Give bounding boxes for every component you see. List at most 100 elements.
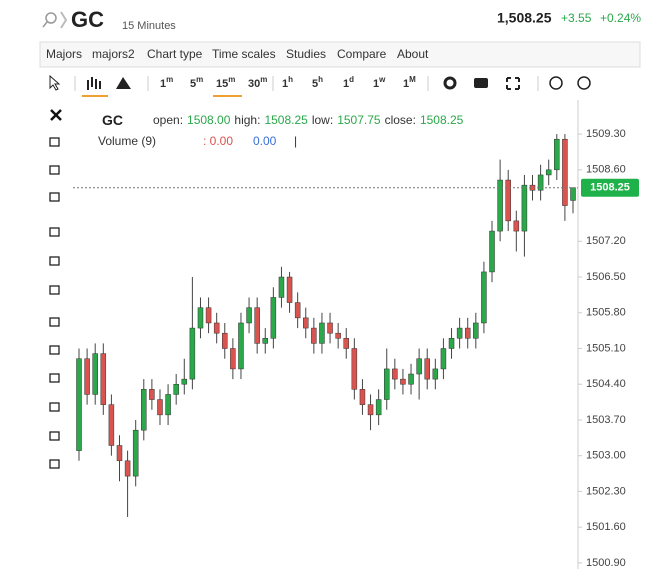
- menu-item[interactable]: About: [397, 47, 429, 61]
- upload-icon: [577, 76, 591, 90]
- candle-body: [254, 307, 260, 344]
- menu-item[interactable]: majors2: [92, 47, 135, 61]
- candle-body: [181, 378, 188, 385]
- interval-unit: d: [349, 75, 354, 84]
- y-tick-label: 1502.30: [586, 485, 626, 497]
- candle-body: [116, 445, 123, 462]
- change: +3.55: [561, 11, 592, 25]
- candle-body: [554, 138, 560, 171]
- candle-body: [416, 358, 422, 375]
- tool-icon[interactable]: [49, 402, 60, 412]
- y-tick-label: 1505.80: [586, 307, 626, 319]
- candle-body: [367, 404, 374, 416]
- candle-body: [84, 358, 90, 395]
- mountain-icon: [116, 77, 131, 89]
- interval-button[interactable]: 15m: [216, 75, 235, 90]
- last-price-label: 1508.25: [590, 182, 630, 194]
- tool-icon[interactable]: [49, 459, 60, 469]
- legend-open-label: open:: [153, 113, 183, 127]
- candle-body: [319, 322, 325, 344]
- menu-item[interactable]: Studies: [286, 47, 326, 61]
- interval-button[interactable]: 1d: [343, 75, 354, 90]
- candle-body: [213, 322, 220, 334]
- legend-low-label: low:: [312, 113, 333, 127]
- legend-close: 1508.25: [420, 113, 464, 127]
- volume-b: 0.00: [253, 134, 277, 148]
- candle-body: [448, 338, 455, 349]
- tool-icon[interactable]: [50, 109, 62, 121]
- candle-body: [351, 348, 358, 390]
- chevron: [60, 11, 68, 29]
- candle-body: [473, 322, 479, 339]
- legend: GC open: 1508.00 high: 1508.25 low: 1507.75 clo…: [102, 112, 464, 128]
- interval-unit: m: [260, 75, 267, 84]
- candle-body: [392, 368, 398, 380]
- candle-body: [562, 138, 568, 206]
- interval-button[interactable]: 1h: [282, 75, 293, 90]
- tool-icon[interactable]: [49, 345, 60, 355]
- candle-body: [545, 169, 552, 176]
- y-tick-label: 1503.70: [586, 414, 626, 426]
- menu-item[interactable]: Majors: [46, 47, 82, 61]
- symbol: GC: [71, 7, 104, 32]
- candle-body: [189, 327, 196, 380]
- tool-icon[interactable]: [49, 192, 60, 202]
- interval-unit: M: [409, 75, 416, 84]
- cursor-icon: [49, 74, 61, 91]
- price: 1,508.25: [497, 10, 552, 26]
- interval-unit: m: [196, 75, 203, 84]
- interval-button[interactable]: 1M: [403, 75, 416, 90]
- candle-body: [238, 322, 244, 370]
- menu-bar: [39, 41, 641, 68]
- tool-icon[interactable]: [49, 137, 60, 147]
- fullscreen-icon: [506, 77, 520, 90]
- candle-body: [262, 338, 269, 344]
- candle-body: [311, 327, 317, 344]
- menu-item[interactable]: Time scales: [212, 47, 276, 61]
- tool-icon[interactable]: [49, 373, 60, 383]
- tool-icon[interactable]: [49, 317, 60, 327]
- tool-icon[interactable]: [49, 285, 60, 295]
- download-icon: [549, 76, 563, 90]
- menu-item[interactable]: Compare: [337, 47, 387, 61]
- candle-body: [497, 179, 503, 232]
- ohlc-icon: [87, 77, 101, 90]
- candle-body: [359, 389, 366, 405]
- y-tick-label: 1508.60: [586, 164, 626, 176]
- candle-body: [246, 307, 252, 324]
- change-pct: +0.24%: [600, 11, 641, 25]
- tool-icon[interactable]: [49, 165, 60, 175]
- candle-body: [456, 327, 463, 339]
- interval-button[interactable]: 1w: [373, 75, 386, 90]
- interval-button[interactable]: 30m: [248, 75, 267, 90]
- legend-close-label: close:: [385, 113, 416, 127]
- search-icon[interactable]: [45, 12, 57, 24]
- tool-icon[interactable]: [49, 431, 60, 441]
- candle-body: [205, 307, 212, 324]
- candle-body: [270, 297, 277, 339]
- interval-button[interactable]: 1m: [160, 75, 173, 90]
- volume-label: Volume (9): [98, 134, 156, 148]
- candle-body: [464, 327, 471, 339]
- candle-body: [383, 368, 390, 400]
- legend-high-label: high:: [234, 113, 260, 127]
- candle-body: [76, 358, 82, 451]
- candle-body: [537, 174, 544, 191]
- interval-button[interactable]: 5m: [190, 75, 203, 90]
- candle-body: [375, 399, 382, 416]
- search-icon-handle: [42, 21, 48, 28]
- candle-body: [165, 394, 171, 416]
- y-tick-label: 1506.50: [586, 271, 626, 283]
- candle-body: [157, 399, 163, 416]
- interval-button[interactable]: 5h: [312, 75, 323, 90]
- tool-icon[interactable]: [49, 256, 60, 266]
- candle-body: [108, 404, 115, 446]
- tool-icon[interactable]: [49, 227, 60, 237]
- menu-item[interactable]: Chart type: [147, 47, 203, 61]
- legend-low: 1507.75: [337, 113, 381, 127]
- candle-body: [303, 317, 309, 329]
- interval-num: 30: [248, 78, 260, 90]
- candle-body: [141, 389, 147, 431]
- candle-body: [286, 276, 293, 303]
